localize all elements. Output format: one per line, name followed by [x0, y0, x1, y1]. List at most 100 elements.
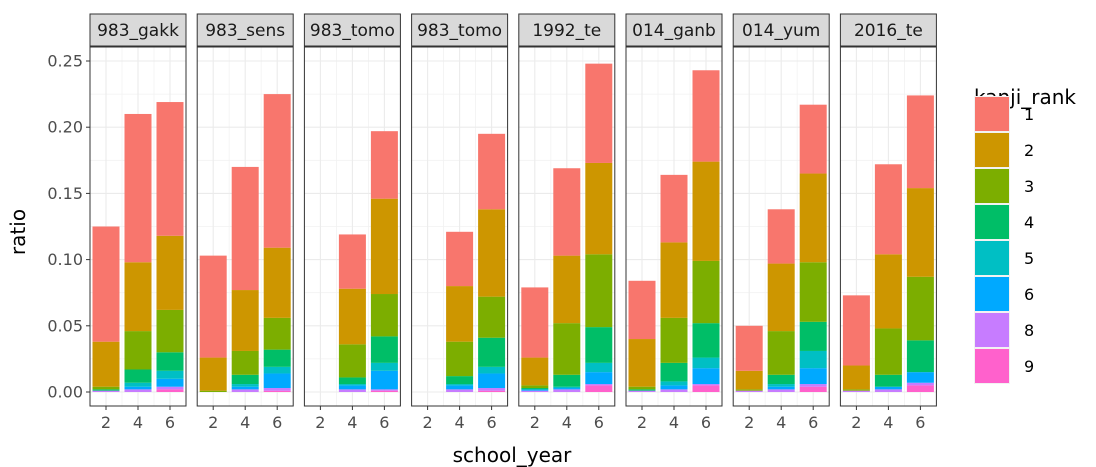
bar-segment — [906, 340, 934, 373]
y-tick-label: 0.15 — [47, 184, 83, 203]
y-tick-label: 0.00 — [47, 383, 83, 402]
bar-segment — [767, 384, 795, 387]
bar-segment — [156, 389, 184, 392]
bar-segment — [446, 341, 474, 377]
bar-segment — [370, 198, 398, 295]
bar-segment — [799, 384, 827, 387]
bar-segment — [263, 373, 291, 389]
x-tick-label: 4 — [240, 413, 250, 432]
bar-segment — [842, 390, 870, 392]
bar-segment — [263, 94, 291, 248]
y-tick-label: 0.05 — [47, 316, 83, 335]
bar-segment — [231, 384, 259, 387]
bar-segment — [263, 349, 291, 367]
bar-segment — [906, 385, 934, 392]
facet-strip — [732, 13, 830, 47]
bar-segment — [553, 374, 581, 387]
bar-segment — [92, 386, 120, 390]
bar-segment — [660, 317, 688, 363]
bar-segment — [660, 381, 688, 386]
bar-segment — [446, 376, 474, 385]
bar-segment — [799, 368, 827, 385]
bar-segment — [874, 374, 902, 387]
facet-panel: 1992_te — [518, 13, 616, 407]
bar-segment — [156, 102, 184, 236]
x-tick-label: 6 — [701, 413, 711, 432]
bar-segment — [156, 370, 184, 379]
bar-segment — [156, 235, 184, 310]
facet-panel: 983_sens — [196, 13, 294, 407]
facet-panel: 983_tomo — [303, 13, 401, 407]
bar-segment — [660, 174, 688, 243]
bar-segment — [478, 296, 506, 338]
bar-segment — [199, 255, 227, 358]
bar-segment — [231, 166, 259, 291]
bar-segment — [263, 366, 291, 374]
bar-segment — [553, 323, 581, 375]
bar-segment — [692, 385, 720, 392]
bar-segment — [553, 168, 581, 256]
bar-segment — [799, 386, 827, 392]
x-tick-label: 6 — [165, 413, 175, 432]
facet-strip-label: 983_tomo — [417, 21, 502, 41]
bar-segment — [767, 374, 795, 385]
bar-segment — [478, 209, 506, 297]
bar-segment — [370, 390, 398, 392]
x-tick-label: 2 — [315, 413, 325, 432]
facet-strip — [89, 13, 187, 47]
bar-segment — [585, 327, 613, 363]
bar-segment — [906, 95, 934, 189]
bar-segment — [156, 309, 184, 353]
bar-segment — [124, 262, 152, 332]
facet-strip-label: 983_tomo — [310, 21, 395, 41]
bar-segment — [628, 390, 656, 392]
y-axis: 0.00 0.05 0.10 0.15 0.20 0.25 — [47, 52, 90, 402]
facet-panels: 983_gakk 983_sens 983_tomo 983_tomo 1992_te 0… — [89, 13, 937, 407]
bar-segment — [842, 389, 870, 391]
x-tick-label: 4 — [562, 413, 572, 432]
facet-strip-label: 1992_te — [532, 21, 601, 41]
facet-panel: 983_gakk — [89, 13, 187, 407]
bar-segment — [585, 385, 613, 392]
legend-key — [975, 205, 1009, 239]
bar-segment — [585, 63, 613, 163]
bar-segment — [370, 336, 398, 363]
bar-segment — [906, 372, 934, 383]
bar-segment — [446, 384, 474, 386]
bar-segment — [263, 388, 291, 391]
bar-segment — [370, 294, 398, 337]
x-tick-label: 6 — [915, 413, 925, 432]
bar-segment — [521, 389, 549, 391]
bar-segment — [799, 321, 827, 351]
bar-segment — [231, 386, 259, 390]
bar-segment — [767, 386, 795, 390]
x-tick-label: 4 — [776, 413, 786, 432]
x-tick-label: 2 — [101, 413, 111, 432]
bar-segment — [692, 323, 720, 358]
bar-segment — [199, 357, 227, 391]
bar-segment — [799, 173, 827, 263]
bar-segment — [585, 254, 613, 328]
facet-strip — [839, 13, 937, 47]
bar-segment — [735, 389, 763, 391]
bar-segment — [585, 372, 613, 385]
bar-segment — [585, 384, 613, 386]
bar-segment — [906, 188, 934, 277]
bar-segment — [370, 131, 398, 199]
facet-strip-label: 014_yum — [742, 21, 820, 41]
x-tick-label: 4 — [883, 413, 893, 432]
bar-segment — [124, 389, 152, 392]
bar-segment — [692, 368, 720, 385]
bar-segment — [521, 357, 549, 386]
bar-segment — [231, 374, 259, 385]
x-tick-label: 2 — [423, 413, 433, 432]
legend-label: 6 — [1024, 285, 1034, 304]
bar-segment — [767, 331, 795, 375]
x-tick-label: 4 — [455, 413, 465, 432]
bar-segment — [692, 357, 720, 369]
y-tick-label: 0.25 — [47, 52, 83, 71]
facet-strip-label: 014_ganb — [632, 21, 716, 41]
bar-segment — [628, 389, 656, 391]
bar-segment — [338, 384, 366, 386]
y-tick-label: 0.10 — [47, 250, 83, 269]
